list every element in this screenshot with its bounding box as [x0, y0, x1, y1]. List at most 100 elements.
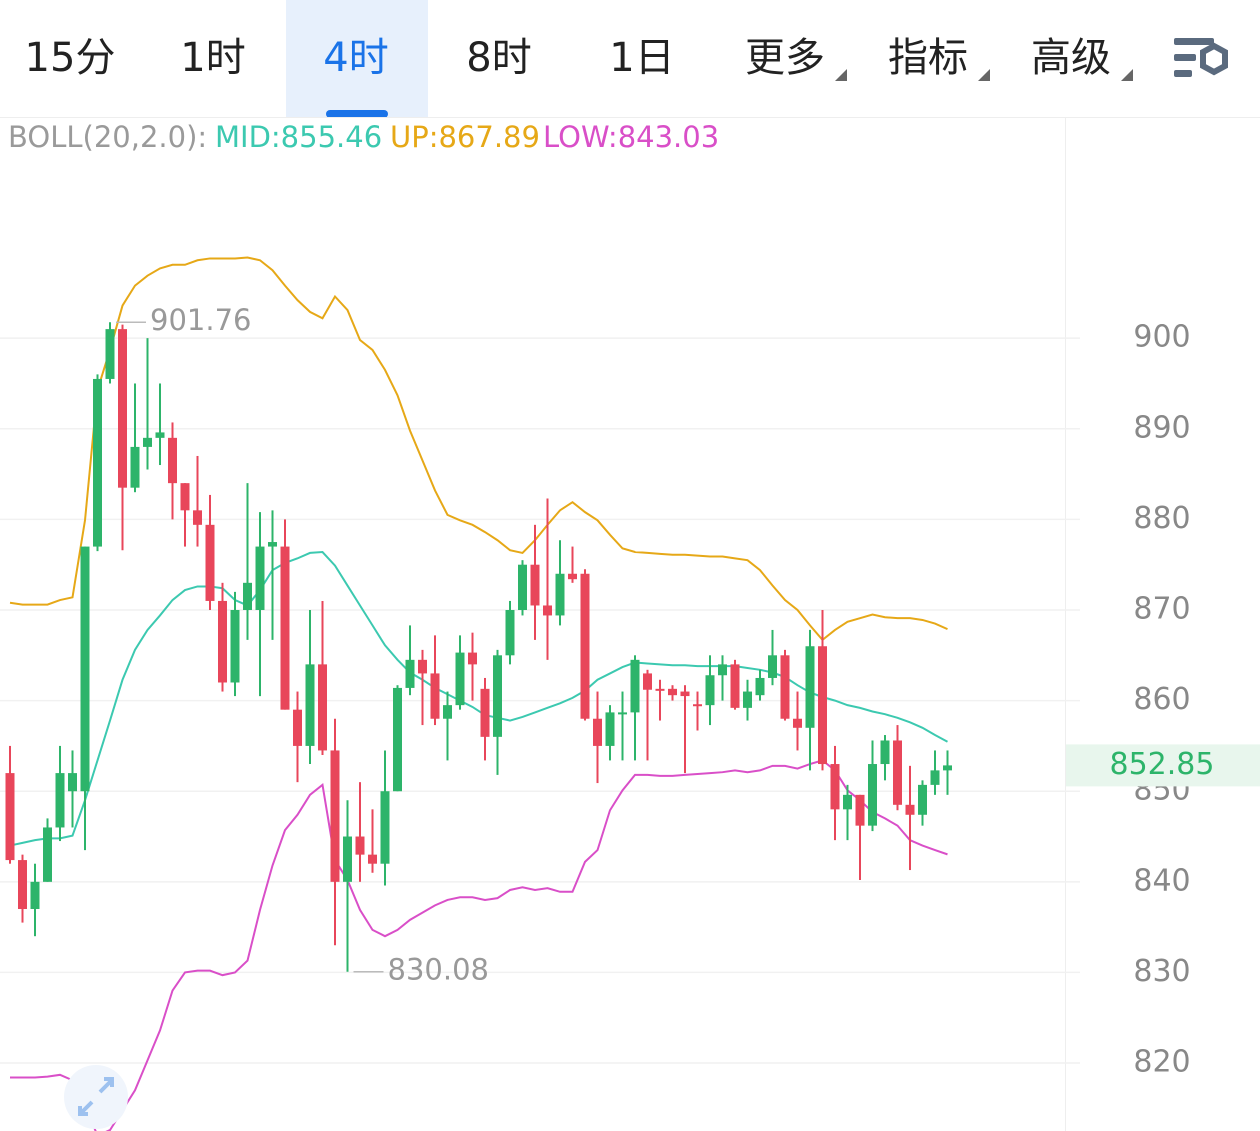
- candle-body: [618, 712, 627, 715]
- tab-label[interactable]: 1日: [609, 35, 674, 81]
- candle-body: [230, 610, 240, 683]
- candle-body: [430, 673, 440, 719]
- candle-body: [143, 437, 152, 447]
- candle-body: [43, 827, 52, 882]
- candle-body: [655, 688, 665, 691]
- tab-menu-marker: [978, 69, 990, 81]
- candle-body: [780, 655, 790, 719]
- candle-body: [668, 688, 677, 696]
- candle-body: [193, 510, 202, 525]
- candle-body: [505, 610, 515, 656]
- candle-body: [905, 804, 915, 815]
- candle-body: [455, 652, 465, 706]
- settings-icon[interactable]: [1174, 38, 1228, 77]
- candle-body: [530, 564, 540, 606]
- candle-body: [730, 664, 740, 708]
- candle-body: [555, 573, 565, 616]
- candle-body: [518, 564, 527, 611]
- last-price-box: [1066, 744, 1260, 787]
- tab-bar: 15分 1时 4时 8时 1日 更多 指标 高级: [25, 0, 1133, 118]
- candle-body: [130, 446, 140, 488]
- icon-gear: [1200, 42, 1228, 76]
- tab-label[interactable]: 8时: [466, 35, 531, 81]
- active-tab-bg: [286, 0, 428, 117]
- icon-bar: [1174, 70, 1192, 77]
- candle-body: [943, 765, 952, 771]
- candle-body: [843, 794, 852, 810]
- tab-label[interactable]: 指标: [888, 35, 968, 81]
- candle-body: [93, 378, 102, 547]
- candle-body: [243, 582, 252, 611]
- tab-label[interactable]: 15分: [25, 35, 116, 81]
- candle-body: [930, 770, 940, 785]
- candle-body: [680, 691, 690, 697]
- candle-body: [643, 673, 652, 690]
- candle-body: [605, 712, 615, 746]
- tab-menu-marker: [1121, 69, 1133, 81]
- candle-body: [868, 764, 877, 826]
- candle-body: [693, 704, 702, 707]
- candle-body: [68, 773, 77, 792]
- y-tick-label: 890: [1133, 410, 1190, 445]
- candle-body: [18, 860, 27, 910]
- y-tick-label: 840: [1133, 863, 1190, 898]
- candle-body: [30, 881, 40, 910]
- zoom-arrows: [78, 1077, 114, 1116]
- candle-body: [580, 573, 590, 719]
- candle-body: [743, 691, 752, 708]
- y-tick-label: 860: [1133, 682, 1190, 717]
- candle-body: [5, 773, 15, 861]
- icon-bar: [1174, 54, 1196, 61]
- candle-body: [818, 646, 827, 765]
- candle-body: [893, 740, 902, 805]
- tab-menu-marker: [835, 69, 847, 81]
- candle-body: [568, 573, 577, 580]
- annotation-label: 901.76: [150, 303, 251, 337]
- candle-body: [880, 740, 890, 765]
- y-tick-label: 870: [1133, 592, 1190, 627]
- candle-body: [705, 675, 715, 706]
- candle-body: [343, 836, 352, 882]
- icon-bar: [1174, 38, 1214, 45]
- indicator-label: BOLL(20,2.0):: [8, 120, 207, 154]
- candle-body: [718, 664, 727, 676]
- band-line: [9, 256, 948, 642]
- candle-body: [355, 836, 365, 855]
- candle-body: [480, 688, 490, 737]
- annotation-label: 830.08: [388, 953, 489, 987]
- zoom-button[interactable]: [64, 1065, 128, 1129]
- candle-body: [830, 764, 840, 810]
- candle-body: [180, 483, 190, 511]
- candle-body: [80, 546, 90, 792]
- band-line: [10, 759, 948, 1131]
- candle-body: [593, 718, 602, 746]
- tab-label[interactable]: 更多: [745, 35, 825, 81]
- candle-body: [268, 542, 277, 547]
- candle-body: [468, 652, 477, 665]
- candle-body: [405, 659, 415, 688]
- candle-body: [418, 659, 427, 674]
- candle-body: [318, 664, 327, 751]
- candle-body: [280, 546, 290, 710]
- tab-label[interactable]: 1时: [180, 35, 245, 81]
- candle-body: [205, 524, 215, 601]
- tab-label[interactable]: 4时: [323, 35, 388, 81]
- candle-body: [393, 687, 402, 792]
- legend-low: LOW:843.03: [543, 120, 719, 154]
- candle-body: [155, 432, 165, 438]
- candle-body: [443, 705, 452, 719]
- tab-label[interactable]: 高级: [1031, 35, 1111, 81]
- candle-body: [805, 646, 815, 728]
- candle-body: [768, 655, 777, 678]
- candle-body: [293, 709, 302, 746]
- candle-body: [218, 600, 227, 683]
- candle-body: [305, 664, 315, 746]
- y-tick-label: 880: [1133, 501, 1190, 536]
- candle-body: [918, 784, 927, 815]
- candle-body: [168, 437, 177, 484]
- legend-up: UP:867.89: [390, 120, 540, 154]
